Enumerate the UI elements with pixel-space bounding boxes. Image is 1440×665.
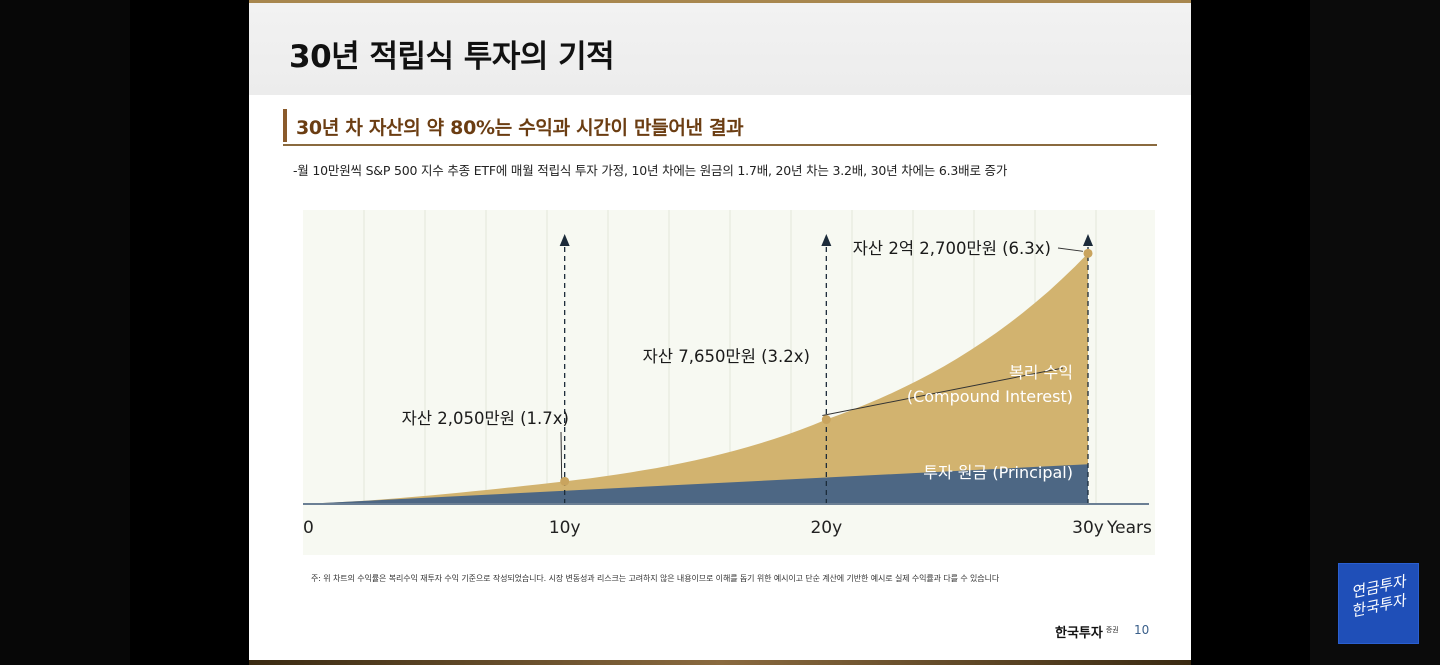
x-tick-label: 10y (549, 518, 581, 538)
principal-area-label: 투자 원금 (Principal) (923, 463, 1073, 482)
chart-annotations: 자산 2,050만원 (1.7x) 자산 7,650만원 (3.2x) 자산 2억 … (402, 239, 1084, 479)
slide-subtitle: 30년 차 자산의 약 80%는 수익과 시간이 만들어낸 결과 (296, 117, 744, 139)
slide-bottom-border (249, 660, 1191, 665)
x-tick-label: 20y (810, 518, 842, 538)
slide-title: 30년 적립식 투자의 기적 (289, 39, 615, 75)
annotation-20y-leader (822, 367, 1064, 417)
annotation-20y: 자산 7,650만원 (3.2x) (643, 347, 810, 366)
brand-name: 한국투자 (1055, 626, 1103, 641)
brand-sub: 증권 (1105, 625, 1119, 634)
presentation-slide: 30년 적립식 투자의 기적 30년 차 자산의 약 80%는 수익과 시간이 … (249, 0, 1191, 665)
annotation-30y-leader (1057, 247, 1084, 252)
compound-interest-area (303, 253, 1088, 504)
channel-watermark-logo: 연금투자 한국투자 (1338, 563, 1419, 644)
annotation-10y: 자산 2,050만원 (1.7x) (402, 409, 569, 428)
chart-markers (559, 234, 1093, 504)
slide-description: -월 10만원씩 S&P 500 지수 추종 ETF에 매월 적립식 투자 가정… (293, 163, 1008, 178)
principal-area (303, 464, 1088, 504)
x-axis-label: Years (1106, 518, 1152, 538)
compound-area-label-line2: (Compound Interest) (907, 387, 1073, 406)
annotation-30y: 자산 2억 2,700만원 (6.3x) (853, 239, 1051, 258)
brand-logo-text: 한국투자 증권 (1055, 622, 1119, 641)
right-letterbox (1310, 0, 1440, 665)
page-number: 10 (1134, 623, 1150, 637)
slide-header: 30년 적립식 투자의 기적 (249, 0, 1191, 95)
marker-arrow-up-icon (559, 234, 570, 246)
marker-dot (560, 476, 570, 486)
x-tick-label: 30y (1072, 518, 1104, 538)
chart-footnote: 주: 위 차트의 수익률은 복리수익 재투자 수익 기준으로 작성되었습니다. … (311, 574, 1000, 583)
marker-dot (1083, 248, 1093, 258)
x-tick-label: 0 (303, 518, 314, 538)
compound-growth-chart: 0 10y 20y 30y Years 자산 2,050만원 (1.7x) 자산 7,6… (303, 210, 1155, 555)
compound-area-label-line1: 복리 수익 (1009, 363, 1073, 382)
left-letterbox (0, 0, 130, 665)
subtitle-accent-bar (283, 109, 287, 142)
x-axis-ticks: 0 10y 20y 30y (303, 518, 1104, 538)
marker-arrow-up-icon (1083, 234, 1093, 246)
marker-arrow-up-icon (821, 234, 832, 246)
marker-dot (821, 415, 831, 425)
annotation-10y-leader (560, 431, 563, 479)
subtitle-section: 30년 차 자산의 약 80%는 수익과 시간이 만들어낸 결과 (283, 109, 1157, 146)
